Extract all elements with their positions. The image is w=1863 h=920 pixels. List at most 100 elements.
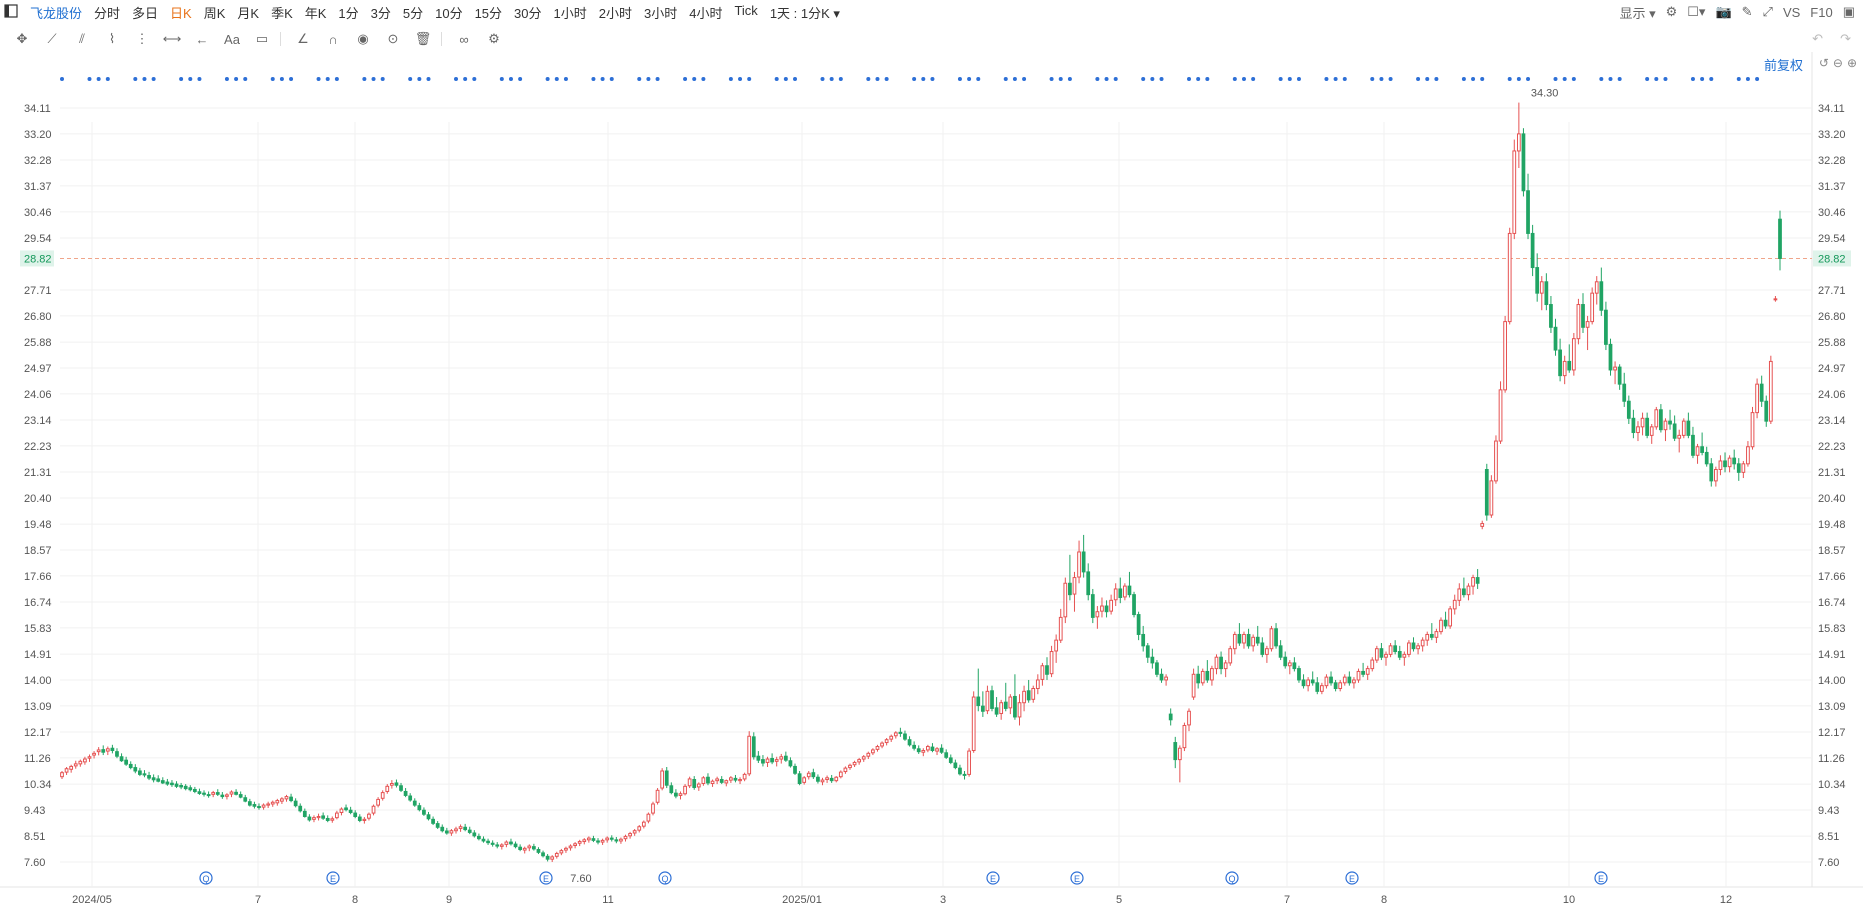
candle-body	[284, 796, 289, 800]
period-tab[interactable]: 10分	[435, 5, 463, 21]
signal-dot	[921, 77, 926, 81]
adjust-button[interactable]: 前复权	[1763, 58, 1803, 73]
candle-body	[1672, 423, 1677, 439]
candle-body	[527, 845, 532, 849]
signal-dot	[151, 77, 156, 81]
y-tick-label-right: 19.48	[1818, 519, 1846, 531]
period-tab[interactable]: 2小时	[598, 5, 632, 21]
current-price-badge-left	[20, 250, 54, 267]
window-icon[interactable]: ▣	[1842, 4, 1855, 19]
candle-body	[884, 739, 889, 744]
arrow-icon[interactable]: ←	[195, 31, 209, 47]
kline-chart[interactable]: 34.11 34.11 33.20 33.20 32.28 32.28 31.37 31.37…	[0, 52, 1863, 915]
candle-body	[1122, 585, 1127, 598]
zoom-out-icon[interactable]: ⊖	[1832, 56, 1843, 70]
target-icon[interactable]: ⊙	[387, 31, 399, 46]
pen-icon[interactable]: ✎	[1741, 4, 1753, 19]
candle-body	[797, 773, 802, 784]
candle-body	[348, 809, 353, 814]
angle-icon[interactable]: ∠	[297, 31, 309, 46]
sidebar-toggle-icon[interactable]	[4, 3, 18, 21]
period-tab[interactable]: 多日	[132, 5, 159, 21]
display-button[interactable]: 显示 ▾	[1619, 5, 1656, 21]
candle-body	[1104, 605, 1109, 613]
kline-svg[interactable]: 34.11 34.11 33.20 33.20 32.28 32.28 31.37 31.37…	[0, 52, 1863, 915]
period-tab[interactable]: 15分	[474, 5, 503, 21]
candle-body	[1677, 434, 1682, 439]
candle-body	[999, 702, 1004, 715]
text-icon[interactable]: Aa	[224, 31, 240, 47]
camera-icon[interactable]: 📷	[1715, 4, 1732, 19]
candle-body	[880, 742, 884, 747]
candle-body	[142, 773, 147, 776]
period-tab[interactable]: 3小时	[643, 5, 678, 21]
period-tab[interactable]: 月K	[237, 5, 260, 21]
candle-body	[811, 772, 816, 778]
period-tab[interactable]: 4小时	[689, 5, 723, 21]
link-icon[interactable]: ∞	[459, 31, 469, 47]
candle-body	[60, 772, 64, 778]
candle-body	[1292, 662, 1297, 670]
period-tab[interactable]: 1天 : 1分K ▾	[769, 5, 840, 21]
candle-body	[907, 739, 912, 746]
x-tick-label: 9	[446, 894, 452, 906]
candle-body	[1013, 695, 1017, 718]
period-tab[interactable]: 1分	[338, 5, 359, 21]
signal-dot	[1012, 77, 1017, 81]
period-tab[interactable]: 周K	[203, 5, 226, 21]
period-toolbar: 飞龙股份 分时 多日 日K 周K 月K 季K 年K 1分 3分 5分 10分 15分 30分 1小时 2小时…	[0, 0, 1863, 24]
candle-body	[1049, 651, 1054, 675]
signal-dot	[325, 77, 330, 81]
candle-body	[1608, 343, 1613, 371]
y-tick-label-right: 13.09	[1818, 701, 1846, 713]
comment-icon[interactable]: ▭	[255, 31, 269, 46]
settings-icon[interactable]: ⚙	[1665, 4, 1678, 19]
candle-body	[1727, 457, 1732, 468]
signal-dot	[563, 77, 568, 81]
layout-icon[interactable]: ☐▾	[1687, 4, 1706, 19]
redo-icon[interactable]: ↷	[1840, 31, 1851, 46]
candle-body	[545, 855, 550, 860]
candle-body	[1031, 688, 1036, 700]
candle-body	[1200, 670, 1205, 684]
reset-icon[interactable]: ↺	[1818, 56, 1829, 70]
period-tab[interactable]: 年K	[304, 5, 327, 21]
period-tab[interactable]: 30分	[514, 5, 542, 21]
crosshair-move-icon[interactable]: ✥	[16, 31, 28, 46]
measure-icon[interactable]: ⟷	[162, 31, 182, 46]
stock-name[interactable]: 飞龙股份	[30, 5, 83, 21]
x-tick-label: 10	[1563, 894, 1575, 906]
y-tick-label-right: 29.54	[1818, 233, 1846, 245]
magnet-icon[interactable]: ∩	[328, 31, 338, 47]
f10-button[interactable]: F10	[1810, 4, 1833, 20]
signal-dot	[1159, 77, 1164, 81]
period-tab[interactable]: 1小时	[553, 5, 587, 21]
period-tab[interactable]: 3分	[370, 5, 391, 21]
gear-icon[interactable]: ⚙	[488, 31, 500, 46]
period-tab[interactable]: 季K	[271, 5, 293, 21]
eye-icon[interactable]: ◉	[357, 31, 369, 46]
vs-button[interactable]: VS	[1782, 4, 1801, 20]
candle-body	[1177, 747, 1182, 761]
period-tab[interactable]: 5分	[402, 5, 424, 21]
zoom-in-icon[interactable]: ⊕	[1846, 56, 1857, 70]
candle-body	[422, 809, 426, 815]
channel-icon[interactable]: ⫽	[79, 31, 85, 46]
period-tab[interactable]: 日K	[170, 5, 192, 21]
candle-body	[1750, 412, 1755, 448]
undo-icon[interactable]: ↶	[1812, 31, 1823, 46]
trendline-icon[interactable]: ⟋	[47, 31, 57, 46]
fib-icon[interactable]: ⋮	[135, 31, 149, 46]
signal-dot	[728, 77, 733, 81]
fullscreen-icon[interactable]: ⤢	[1762, 4, 1773, 19]
signal-dot	[1141, 77, 1146, 81]
trash-icon[interactable]: 🗑	[414, 31, 432, 46]
candle-body	[953, 762, 958, 769]
candle-body	[1338, 682, 1343, 690]
signal-dot	[600, 77, 605, 81]
candle-body	[1365, 668, 1370, 675]
wave-icon[interactable]: ⌇	[108, 31, 116, 46]
period-tab[interactable]: Tick	[734, 2, 758, 18]
period-tab[interactable]: 分时	[94, 5, 121, 21]
candle-body	[605, 837, 610, 841]
